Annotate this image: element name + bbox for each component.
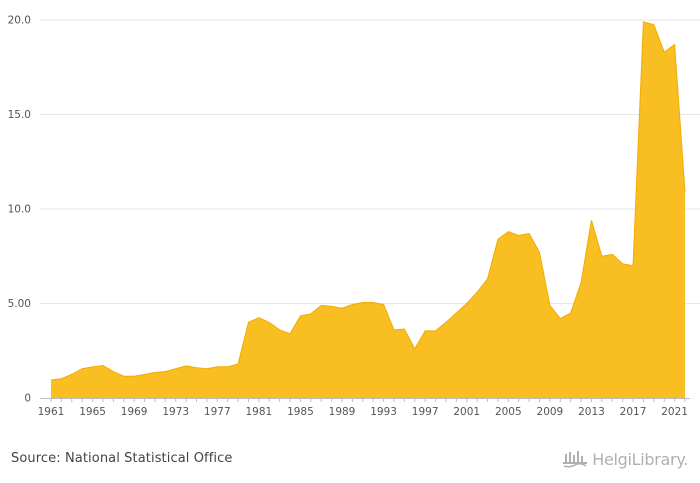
x-tick-label: 1981	[246, 406, 273, 418]
area-fill	[51, 21, 685, 398]
x-tick-label: 1993	[370, 406, 397, 418]
y-tick-label: 5.00	[8, 298, 31, 310]
x-tick-label: 2005	[495, 406, 522, 418]
x-tick-label: 1973	[162, 406, 189, 418]
x-tick-label: 1997	[412, 406, 439, 418]
x-tick-label: 1989	[329, 406, 356, 418]
y-tick-label: 10.0	[8, 204, 31, 216]
x-tick-label: 2017	[620, 406, 647, 418]
y-tick-label: 15.0	[8, 109, 31, 121]
area-line	[50, 21, 686, 381]
x-axis: 1961 1965 1969 1973 1977 1981 1985 1989 1993 1997…	[38, 398, 690, 418]
x-tick-label: 1965	[79, 406, 106, 418]
library-logo-icon	[563, 451, 588, 468]
source-note: Source: National Statistical Office	[11, 451, 233, 466]
x-tick-label: 1977	[204, 406, 231, 418]
x-tick-label: 2009	[537, 406, 564, 418]
helgilibrary-logo[interactable]: HelgiLibrary.	[562, 447, 688, 471]
x-tick-label: 1969	[121, 406, 148, 418]
x-tick-label: 2013	[578, 406, 605, 418]
area-series	[50, 21, 686, 398]
x-tick-label: 1985	[287, 406, 314, 418]
y-tick-label: 20.0	[8, 15, 31, 27]
x-tick-label: 1961	[38, 406, 65, 418]
y-axis: 0 5.00 10.0 15.0 20.0	[8, 15, 31, 405]
y-tick-label: 0	[24, 393, 31, 405]
x-tick-label: 2001	[453, 406, 480, 418]
chart-footer: Source: National Statistical Office Helg…	[0, 440, 700, 483]
x-tick-label: 2021	[661, 406, 688, 418]
logo-text: HelgiLibrary.	[592, 449, 688, 469]
